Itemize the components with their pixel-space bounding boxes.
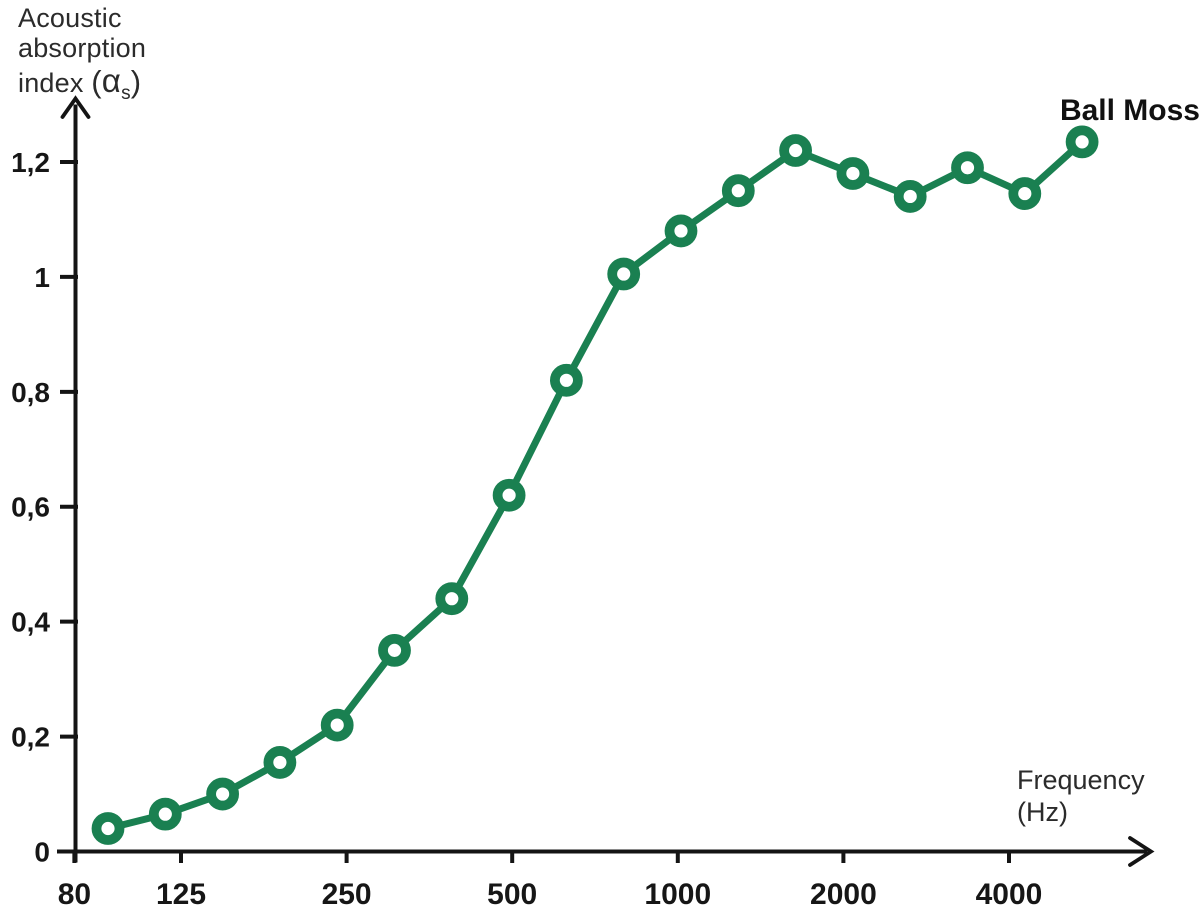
x-tick-label: 500 xyxy=(487,878,537,911)
y-tick-label: 0,4 xyxy=(11,607,50,638)
data-point-marker xyxy=(893,180,927,213)
data-point-marker xyxy=(1008,177,1042,210)
data-point-marker xyxy=(1065,125,1099,159)
data-point-marker xyxy=(779,134,812,167)
y-tick-label: 0,6 xyxy=(11,492,50,523)
series-label: Ball Moss xyxy=(1059,94,1200,127)
data-point-marker xyxy=(721,174,755,208)
data-point-marker xyxy=(836,157,870,190)
y-tick-label: 1,2 xyxy=(11,147,50,178)
y-axis-title: Acoustic absorption index (αs) xyxy=(18,3,147,105)
data-point-marker xyxy=(492,478,526,512)
data-line xyxy=(104,138,1086,833)
x-axis-arrow-icon xyxy=(1128,836,1155,867)
x-tick-label: 4000 xyxy=(976,878,1043,911)
data-point-marker xyxy=(435,582,469,616)
x-tick-label: 80 xyxy=(58,878,91,911)
alpha-symbol: α xyxy=(101,62,122,100)
y-tick-label: 0 xyxy=(34,837,50,868)
x-axis-title-line2: (Hz) xyxy=(1017,796,1068,827)
data-point-marker xyxy=(206,777,240,811)
data-point-marker xyxy=(148,797,182,831)
data-point-marker xyxy=(664,214,698,248)
x-axis-title: Frequency (Hz) xyxy=(1017,765,1145,829)
y-axis-title-line2: absorption xyxy=(18,32,147,63)
data-point-marker xyxy=(607,257,641,291)
y-axis-arrow-icon xyxy=(60,95,91,119)
x-tick-label: 250 xyxy=(322,878,372,911)
data-point-marker xyxy=(263,746,297,779)
y-tick-label: 1 xyxy=(34,262,50,293)
y-axis-title-line1: Acoustic xyxy=(18,3,122,33)
data-point-marker xyxy=(91,812,125,845)
x-tick-label: 2000 xyxy=(810,878,877,911)
data-point-marker xyxy=(951,151,984,185)
x-tick-label: 1000 xyxy=(644,878,711,911)
x-tick-label: 125 xyxy=(156,878,206,911)
y-tick-label: 0,8 xyxy=(11,377,50,408)
data-point-marker xyxy=(320,708,354,742)
y-axis-title-line3: index (αs) xyxy=(18,62,142,105)
x-axis-title-line1: Frequency xyxy=(1017,765,1145,795)
data-point-marker xyxy=(378,633,411,667)
data-point-marker xyxy=(550,363,583,397)
y-tick-label: 0,2 xyxy=(11,722,50,753)
